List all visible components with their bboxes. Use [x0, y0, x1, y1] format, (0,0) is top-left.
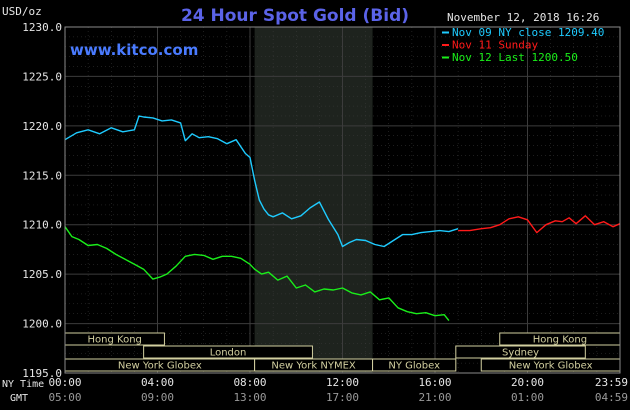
x-tick-label-ny: 04:00	[141, 376, 174, 389]
x-tick-label-gmt: 04:59	[595, 391, 628, 404]
price-series	[64, 115, 621, 322]
x-tick-label-gmt: 09:00	[141, 391, 174, 404]
x-tick-label-ny: 23:59	[595, 376, 628, 389]
x-tick-label-ny: 16:00	[418, 376, 451, 389]
session-box	[455, 345, 586, 359]
x-tick-label-ny: 20:00	[511, 376, 544, 389]
y-tick-label: 1225.0	[22, 70, 62, 83]
session-label: Hong Kong	[533, 335, 587, 346]
x-tick-label-ny: 00:00	[48, 376, 81, 389]
x-tick-label-gmt: 21:00	[418, 391, 451, 404]
session-label: New York NYMEX	[271, 361, 356, 372]
legend-entry: Nov 11 Sunday	[452, 39, 538, 52]
x-tick-label-gmt: 01:00	[511, 391, 544, 404]
market-sessions: Hong Kong London New York Globex New York N…	[64, 332, 621, 372]
y-tick-label: 1200.0	[22, 318, 62, 331]
y-tick-label: 1220.0	[22, 120, 62, 133]
session-label: Hong Kong	[88, 335, 142, 346]
y-tick-label: 1230.0	[22, 21, 62, 34]
y-tick-label: 1195.0	[22, 367, 62, 380]
session-label: New York Globex	[118, 361, 202, 372]
x-row-label-ny: NY Time	[2, 379, 44, 390]
shaded-nymex-region	[254, 27, 373, 373]
series-line-1	[64, 115, 459, 248]
session-label: London	[210, 348, 247, 359]
session-label: Sydney	[502, 348, 539, 359]
session-label: New York Globex	[509, 361, 593, 372]
site-watermark: www.kitco.com	[70, 41, 198, 59]
x-tick-label-ny: 12:00	[326, 376, 359, 389]
y-tick-label: 1205.0	[22, 268, 62, 281]
y-tick-label: 1215.0	[22, 169, 62, 182]
chart-title: 24 Hour Spot Gold (Bid)	[181, 6, 409, 26]
y-axis-unit: USD/oz	[2, 5, 42, 18]
y-tick-label: 1210.0	[22, 219, 62, 232]
plot-frame	[64, 26, 621, 374]
legend-entry: Nov 12 Last 1200.50	[452, 51, 578, 64]
series-line-2	[458, 215, 621, 234]
x-tick-label-gmt: 05:00	[48, 391, 81, 404]
x-row-label-gmt: GMT	[10, 393, 28, 404]
x-tick-label-ny: 08:00	[233, 376, 266, 389]
y-axis-tick-labels: 1230.0 1225.0 1220.0 1215.0 1210.0 1205.0 1200…	[22, 21, 62, 380]
x-tick-label-gmt: 17:00	[326, 391, 359, 404]
series-line-3	[64, 226, 450, 322]
session-box	[143, 345, 313, 359]
x-axis-tick-labels: 00:00 04:00 08:00 12:00 16:00 20:00 23:59 05:00…	[48, 376, 628, 404]
legend-entry: Nov 09 NY close 1209.40	[452, 26, 604, 39]
session-label: NY Globex	[388, 361, 440, 372]
session-box	[372, 358, 457, 372]
timestamp: November 12, 2018 16:26	[447, 11, 599, 24]
x-tick-label-gmt: 13:00	[233, 391, 266, 404]
